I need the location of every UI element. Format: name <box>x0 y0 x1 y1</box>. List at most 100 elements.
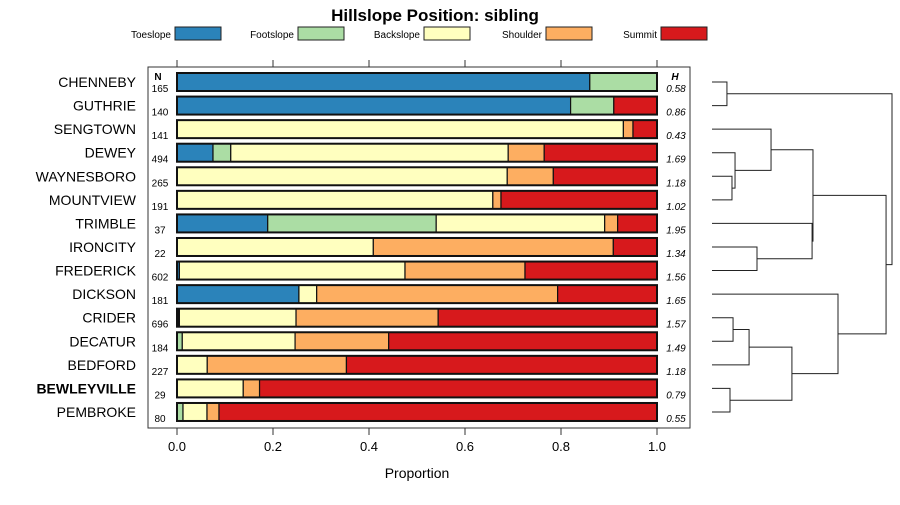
h-value: 0.43 <box>666 131 686 142</box>
bar-segment-summit <box>612 237 658 257</box>
bar-segment-shoulder <box>604 213 619 234</box>
bar-segment-shoulder <box>404 260 526 281</box>
bar-segment-summit <box>543 143 658 163</box>
row-label: GUTHRIE <box>73 98 136 114</box>
row-label: TRIMBLE <box>75 215 136 231</box>
row-label: SENGTOWN <box>54 121 136 137</box>
x-tick-label: 0.8 <box>552 439 570 454</box>
h-header: H <box>671 72 679 83</box>
bar-outline <box>176 354 658 375</box>
bar-row: DEWEY 494 1.69 <box>85 142 686 166</box>
row-label: CHENNEBY <box>58 74 136 90</box>
bar-segment-summit <box>557 284 658 304</box>
bar-segment-footslope <box>569 95 615 116</box>
bar-row: BEDFORD 227 1.18 <box>68 354 686 378</box>
x-tick-label: 1.0 <box>648 439 666 454</box>
bar-segment-summit <box>617 213 658 234</box>
x-tick-label: 0.0 <box>168 439 186 454</box>
chart-title: Hillslope Position: sibling <box>331 6 539 25</box>
dendrogram-branch <box>712 387 731 413</box>
bar-segment-shoulder <box>294 331 390 351</box>
legend-swatch <box>174 26 222 41</box>
bar-row: TRIMBLE 37 1.95 <box>75 213 686 236</box>
bar-row: BEWLEYVILLE 29 0.79 <box>36 378 686 401</box>
bar-segment-backslope <box>178 308 297 328</box>
bar-segment-toeslope <box>176 284 300 304</box>
bar-rows: CHENNEBY 165 0.58 GUTHRIE 140 0.86 SENGTOWN 141… <box>36 72 686 425</box>
bar-segment-shoulder <box>206 355 348 375</box>
bar-row: CRIDER 696 1.57 <box>82 307 686 331</box>
n-value: 602 <box>152 273 169 284</box>
h-value: 0.58 <box>666 84 686 95</box>
bar-row: GUTHRIE 140 0.86 <box>73 95 686 119</box>
bar-segment-shoulder <box>372 237 614 257</box>
h-value: 1.56 <box>666 273 686 284</box>
x-tick-label: 0.2 <box>264 439 282 454</box>
bar-segment-toeslope <box>176 213 269 234</box>
bar-segment-shoulder <box>506 166 554 186</box>
bar-outline <box>176 378 658 399</box>
bar-outline <box>176 260 658 281</box>
row-label: BEDFORD <box>68 357 136 373</box>
legend-swatch <box>660 26 708 41</box>
legend-label: Toeslope <box>131 30 171 41</box>
row-label: MOUNTVIEW <box>49 192 137 208</box>
dendrogram-branch <box>712 222 813 260</box>
dendrogram-branch <box>812 194 887 335</box>
bar-row: PEMBROKE 80 0.55 <box>57 401 686 425</box>
row-label: DEWEY <box>85 145 137 161</box>
x-tick-label: 0.6 <box>456 439 474 454</box>
bar-outline <box>176 401 658 422</box>
legend: Toeslope Footslope Backslope Shoulder Summit <box>131 26 708 41</box>
dendrogram-branch <box>712 175 733 201</box>
n-value: 141 <box>152 131 169 142</box>
bar-segment-toeslope <box>176 95 572 116</box>
row-label: PEMBROKE <box>57 404 136 420</box>
bar-outline <box>176 236 658 257</box>
bar-segment-backslope <box>181 331 296 351</box>
n-value: 181 <box>152 296 169 307</box>
h-value: 1.18 <box>666 178 686 189</box>
bar-segment-shoulder <box>295 308 439 328</box>
bar-row: DECATUR 184 1.49 <box>69 331 686 354</box>
bar-segment-backslope <box>176 119 624 139</box>
bar-segment-summit <box>437 308 658 328</box>
n-value: 227 <box>152 367 169 378</box>
n-value: 494 <box>152 155 169 166</box>
x-axis-label: Proportion <box>385 465 450 481</box>
bar-segment-shoulder <box>507 143 545 163</box>
n-header: N <box>154 72 161 83</box>
bar-segment-summit <box>524 260 658 281</box>
x-axis: 0.0 0.2 0.4 0.6 0.8 1.0 <box>168 60 666 454</box>
bar-segment-summit <box>613 95 658 116</box>
bar-segment-backslope <box>176 237 374 257</box>
bar-segment-footslope <box>212 143 232 163</box>
dendrogram-branch <box>771 149 814 242</box>
h-value: 1.49 <box>666 343 686 354</box>
bar-segment-shoulder <box>206 402 220 422</box>
row-label: DICKSON <box>72 286 136 302</box>
bar-row: FREDERICK 602 1.56 <box>55 260 686 284</box>
legend-label: Shoulder <box>502 30 543 41</box>
bar-segment-summit <box>388 331 658 351</box>
bar-outline <box>176 284 658 305</box>
bar-segment-shoulder <box>492 190 502 210</box>
bar-outline <box>176 95 658 116</box>
bar-segment-footslope <box>267 213 437 234</box>
bar-segment-backslope <box>178 260 406 281</box>
h-value: 1.34 <box>666 249 686 260</box>
bar-row: DICKSON 181 1.65 <box>72 284 686 307</box>
legend-label: Summit <box>623 30 657 41</box>
bar-outline <box>176 213 658 234</box>
n-value: 696 <box>152 320 169 331</box>
bar-segment-backslope <box>298 284 318 304</box>
row-label: FREDERICK <box>55 263 137 279</box>
dendrogram-branch <box>712 328 750 366</box>
n-value: 80 <box>154 414 166 425</box>
dendrogram-branch <box>726 93 893 266</box>
bar-outline <box>176 166 658 187</box>
n-value: 140 <box>152 108 169 119</box>
bar-segment-shoulder <box>316 284 559 304</box>
row-label: CRIDER <box>82 310 136 326</box>
